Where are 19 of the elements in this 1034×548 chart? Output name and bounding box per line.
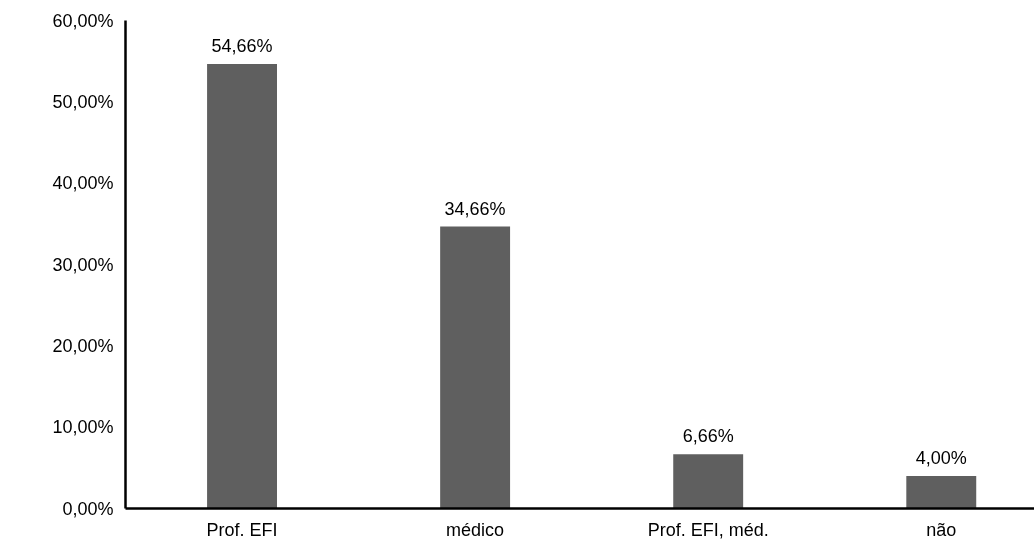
x-tick-label: Prof. EFI bbox=[206, 519, 278, 540]
x-tick-label: médico bbox=[446, 519, 505, 540]
data-label: 54,66% bbox=[211, 35, 273, 56]
data-label: 6,66% bbox=[682, 426, 734, 447]
y-tick-label: 50,00% bbox=[52, 91, 114, 112]
y-tick-label: 20,00% bbox=[52, 335, 114, 356]
data-label: 4,00% bbox=[915, 447, 967, 468]
bar bbox=[440, 226, 511, 509]
y-tick-label: 30,00% bbox=[52, 254, 114, 275]
x-tick-label: Prof. EFI, méd. bbox=[647, 519, 769, 540]
bar bbox=[906, 475, 977, 509]
y-tick-label: 0,00% bbox=[62, 498, 114, 519]
bar bbox=[207, 63, 277, 509]
y-tick-label: 60,00% bbox=[52, 10, 114, 31]
x-tick-label: não bbox=[926, 519, 957, 540]
bar bbox=[673, 454, 744, 509]
y-tick-label: 40,00% bbox=[52, 173, 114, 194]
y-tick-label: 10,00% bbox=[52, 417, 114, 438]
data-label: 34,66% bbox=[444, 198, 506, 219]
